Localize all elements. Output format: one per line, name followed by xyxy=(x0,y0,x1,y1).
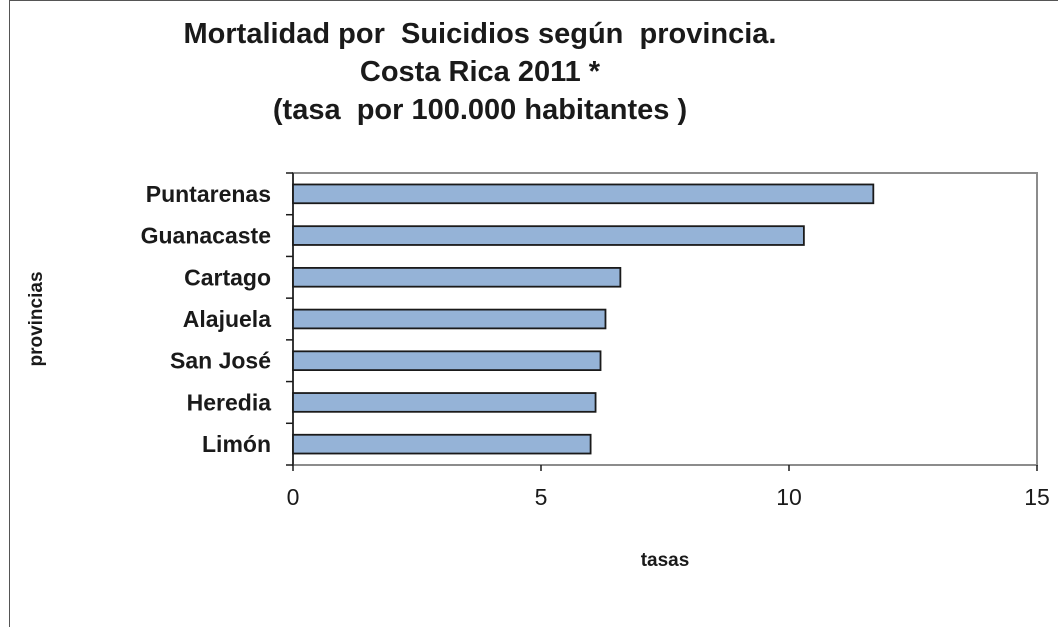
bar xyxy=(292,308,607,330)
y-axis-title: provincias xyxy=(26,271,47,366)
category-label: Guanacaste xyxy=(141,223,271,249)
x-tick-label: 5 xyxy=(535,484,548,510)
category-label: Cartago xyxy=(184,264,271,290)
x-tick-label: 0 xyxy=(287,484,300,510)
bar xyxy=(292,433,592,455)
x-tick-label: 10 xyxy=(776,484,802,510)
category-label: Puntarenas xyxy=(146,181,271,207)
category-label: Alajuela xyxy=(183,306,271,332)
chart-title-line-2: Costa Rica 2011 * xyxy=(359,56,601,88)
bar xyxy=(292,392,597,413)
bar xyxy=(292,225,805,246)
bar xyxy=(292,183,875,205)
chart-title-line-1: Mortalidad por Suicidios según provincia… xyxy=(183,18,777,50)
x-axis-title: tasas xyxy=(641,550,690,571)
bar xyxy=(292,266,622,288)
category-label: San José xyxy=(170,348,271,374)
chart-title-line-3: (tasa por 100.000 habitantes ) xyxy=(272,94,688,126)
x-tick-label: 15 xyxy=(1024,484,1050,510)
category-label: Limón xyxy=(202,431,271,457)
chart-frame xyxy=(9,0,1058,627)
category-label: Heredia xyxy=(187,389,272,415)
bar xyxy=(292,350,602,372)
